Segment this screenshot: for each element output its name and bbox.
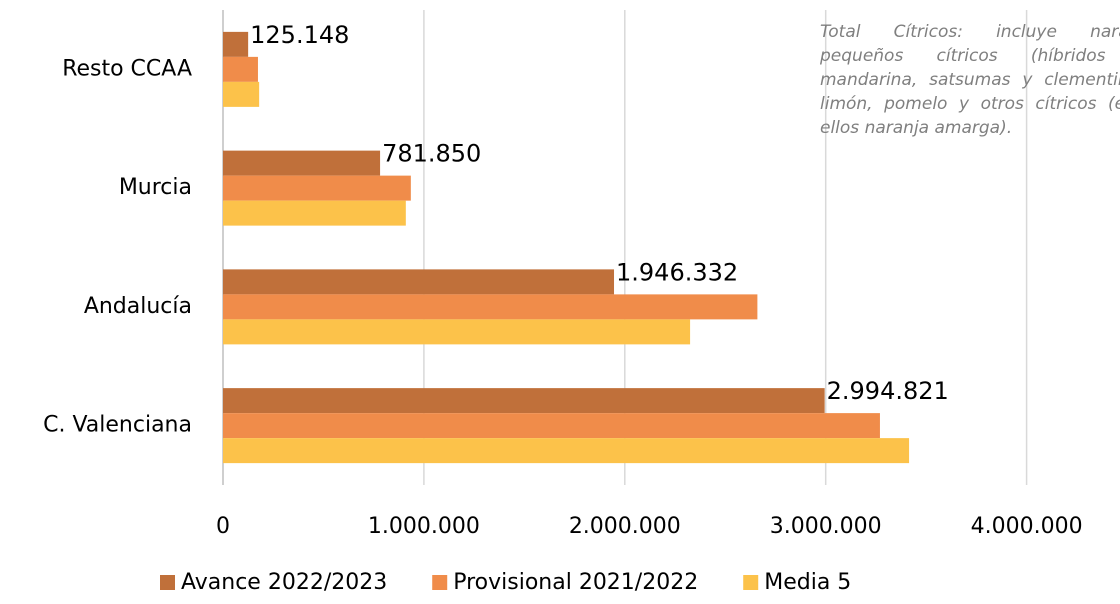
bar	[223, 175, 411, 201]
y-tick-label: Andalucía	[84, 294, 192, 319]
legend-label: Media 5	[764, 570, 851, 595]
legend-label: Avance 2022/2023	[181, 570, 387, 595]
bar	[223, 81, 260, 107]
data-label: 125.148	[250, 21, 349, 49]
bar	[223, 269, 615, 295]
bar	[223, 200, 406, 226]
data-label: 1.946.332	[616, 258, 738, 286]
x-tick-label: 3.000.000	[770, 514, 882, 539]
legend-swatch	[160, 575, 175, 590]
bar	[223, 438, 910, 464]
annotation: Total Cítricos: incluye naranja, pequeño…	[820, 22, 1120, 138]
x-tick-label: 2.000.000	[569, 514, 681, 539]
bar	[223, 413, 880, 439]
legend-label: Provisional 2021/2022	[453, 570, 698, 595]
bar	[223, 319, 691, 345]
x-tick-label: 4.000.000	[971, 514, 1083, 539]
bar	[223, 56, 258, 82]
legend-swatch	[432, 575, 448, 590]
x-tick-label: 1.000.000	[368, 514, 480, 539]
y-tick-label: C. Valenciana	[43, 413, 192, 438]
legend-swatch	[743, 575, 759, 590]
y-tick-label: Resto CCAA	[62, 56, 192, 81]
data-label: 781.850	[382, 140, 481, 168]
bar	[223, 388, 825, 414]
bar	[223, 150, 381, 176]
bar	[223, 294, 758, 320]
y-tick-label: Murcia	[119, 175, 192, 200]
data-label: 2.994.821	[827, 377, 949, 405]
x-tick-label: 0	[216, 514, 230, 539]
bar	[223, 31, 249, 57]
